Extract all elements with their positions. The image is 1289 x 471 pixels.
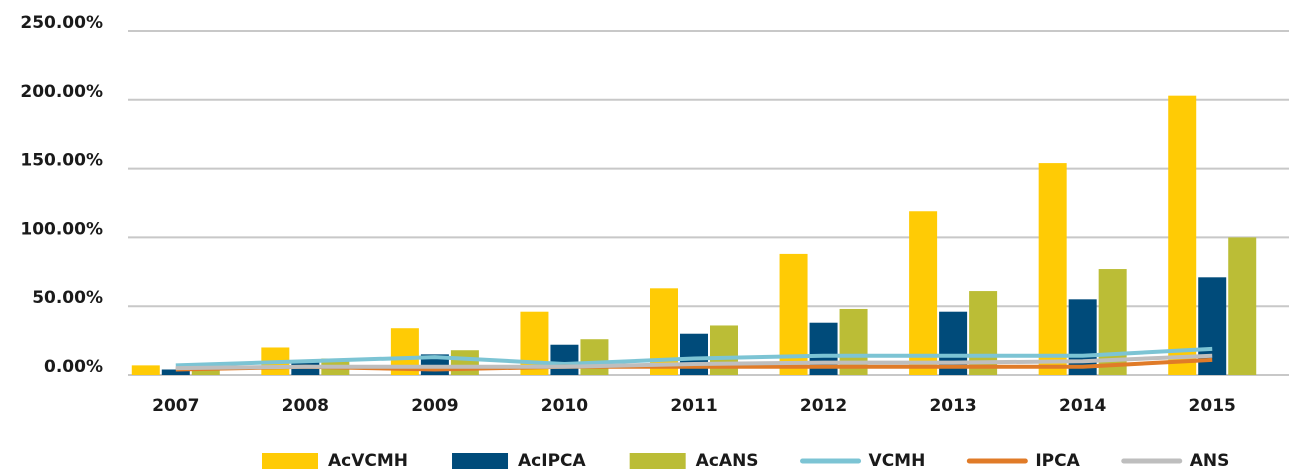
- line: [175, 353, 1213, 371]
- legend-label: VCMH: [869, 451, 926, 471]
- bar: [909, 211, 938, 375]
- x-tick-label: 2009: [411, 396, 458, 416]
- line: [175, 346, 1213, 368]
- legend-swatch: [262, 453, 318, 469]
- bar: [1068, 299, 1097, 375]
- bar: [161, 369, 190, 375]
- y-tick-label: 250.00%: [20, 13, 103, 33]
- bar: [1098, 269, 1127, 375]
- legend-label: IPCA: [1035, 451, 1080, 471]
- x-tick-label: 2013: [929, 396, 976, 416]
- bar: [580, 339, 609, 375]
- x-tick-label: 2015: [1189, 396, 1236, 416]
- y-tick-label: 50.00%: [32, 288, 103, 308]
- legend-swatch: [629, 453, 686, 469]
- bar: [550, 344, 579, 375]
- bar: [450, 350, 479, 375]
- x-tick-label: 2008: [282, 396, 329, 416]
- y-tick-label: 0.00%: [44, 357, 103, 377]
- x-tick-label: 2007: [152, 396, 199, 416]
- bar: [1168, 95, 1197, 375]
- bar: [131, 365, 160, 375]
- y-tick-label: 100.00%: [20, 219, 103, 239]
- legend-swatch: [452, 453, 509, 469]
- x-tick-label: 2014: [1059, 396, 1106, 416]
- bar: [191, 368, 220, 375]
- x-tick-label: 2012: [800, 396, 847, 416]
- x-tick-label: 2011: [670, 396, 717, 416]
- legend-label: AcVCMH: [328, 451, 408, 471]
- bar: [680, 333, 708, 375]
- legend-label: ANS: [1190, 451, 1230, 471]
- bar: [1228, 237, 1257, 375]
- x-tick-label: 2010: [541, 396, 588, 416]
- y-tick-label: 200.00%: [20, 82, 103, 102]
- y-tick-label: 150.00%: [20, 151, 103, 171]
- legend-label: AcIPCA: [518, 451, 586, 471]
- legend-label: AcANS: [696, 451, 759, 471]
- bar: [1038, 163, 1067, 375]
